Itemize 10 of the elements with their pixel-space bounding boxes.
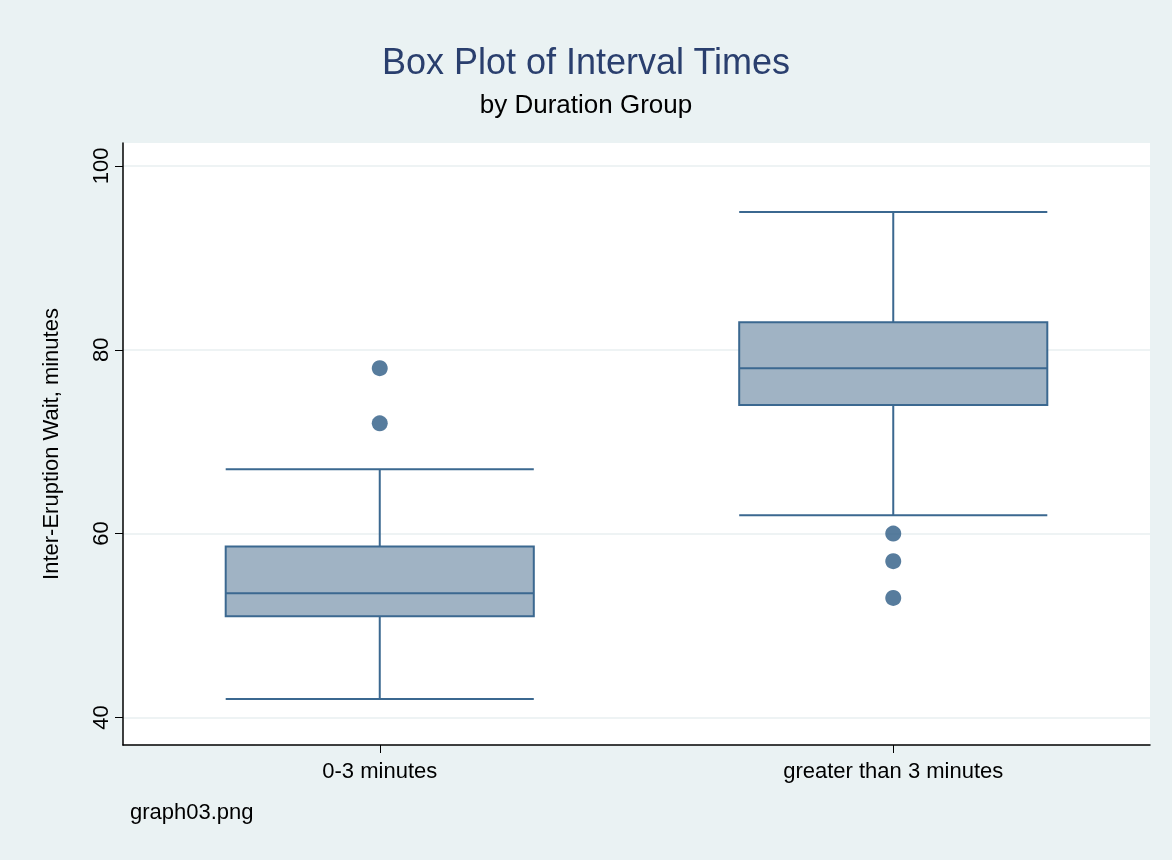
x-tick-label: 0-3 minutes xyxy=(322,757,438,783)
y-tick-label: 100 xyxy=(87,147,113,185)
caption: graph03.png xyxy=(130,798,254,824)
chart-subtitle: by Duration Group xyxy=(479,89,693,119)
x-tick-label: greater than 3 minutes xyxy=(783,757,1004,783)
y-tick-label: 60 xyxy=(87,521,113,546)
y-tick-label: 80 xyxy=(87,337,113,363)
y-axis-title: Inter-Eruption Wait, minutes xyxy=(37,308,63,580)
y-tick-label: 40 xyxy=(87,705,113,730)
chart-title: Box Plot of Interval Times xyxy=(381,40,791,82)
